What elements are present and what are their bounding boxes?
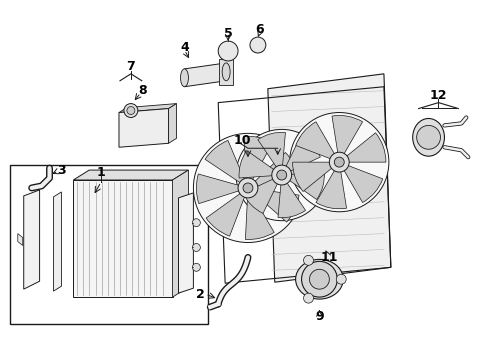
Text: 4: 4: [180, 41, 189, 54]
Wedge shape: [244, 136, 272, 180]
Wedge shape: [206, 193, 245, 236]
Text: 10: 10: [233, 134, 251, 147]
Text: 9: 9: [315, 310, 324, 323]
Text: 6: 6: [256, 23, 264, 36]
Polygon shape: [119, 109, 169, 147]
Text: 1: 1: [97, 166, 105, 179]
Circle shape: [334, 157, 344, 167]
Ellipse shape: [219, 46, 237, 56]
Bar: [10, 165, 208, 324]
Circle shape: [272, 165, 292, 185]
Circle shape: [124, 104, 138, 117]
Ellipse shape: [295, 260, 343, 299]
Polygon shape: [268, 74, 391, 282]
Circle shape: [193, 219, 200, 227]
Wedge shape: [286, 137, 320, 171]
Bar: [219, 59, 233, 85]
Circle shape: [243, 183, 253, 193]
Circle shape: [301, 261, 337, 297]
Wedge shape: [278, 183, 306, 218]
Wedge shape: [332, 116, 363, 154]
Circle shape: [416, 125, 441, 149]
Circle shape: [127, 107, 135, 114]
Wedge shape: [258, 132, 286, 168]
Circle shape: [336, 274, 346, 284]
Polygon shape: [18, 234, 23, 246]
Polygon shape: [119, 104, 176, 113]
Ellipse shape: [180, 69, 189, 87]
Circle shape: [290, 113, 389, 212]
Text: 8: 8: [139, 84, 147, 97]
Circle shape: [303, 255, 314, 265]
Polygon shape: [74, 180, 172, 297]
Circle shape: [250, 37, 266, 53]
Circle shape: [277, 170, 287, 180]
Circle shape: [193, 243, 200, 251]
Wedge shape: [254, 153, 299, 186]
Polygon shape: [169, 104, 176, 143]
Polygon shape: [53, 192, 61, 291]
Wedge shape: [255, 189, 299, 222]
Ellipse shape: [222, 63, 230, 81]
Wedge shape: [343, 165, 383, 203]
Wedge shape: [239, 150, 274, 178]
Circle shape: [329, 152, 349, 172]
Text: 5: 5: [224, 27, 233, 40]
Polygon shape: [172, 170, 189, 297]
Ellipse shape: [252, 46, 264, 53]
Text: 3: 3: [57, 163, 66, 176]
Circle shape: [236, 129, 327, 221]
Polygon shape: [24, 190, 40, 289]
Text: 12: 12: [430, 89, 447, 102]
Ellipse shape: [413, 118, 444, 156]
Wedge shape: [205, 140, 245, 183]
Text: 7: 7: [126, 60, 135, 73]
Polygon shape: [74, 170, 189, 180]
Polygon shape: [178, 193, 194, 293]
Circle shape: [238, 178, 258, 198]
Wedge shape: [196, 174, 240, 204]
Circle shape: [194, 133, 302, 243]
Wedge shape: [243, 179, 278, 213]
Text: 2: 2: [196, 288, 205, 301]
Wedge shape: [245, 195, 274, 239]
Text: 11: 11: [320, 251, 338, 264]
Wedge shape: [316, 170, 346, 209]
Circle shape: [218, 41, 238, 61]
Wedge shape: [293, 162, 332, 192]
Wedge shape: [346, 133, 386, 162]
Circle shape: [310, 269, 329, 289]
Circle shape: [193, 264, 200, 271]
Wedge shape: [289, 172, 324, 199]
Circle shape: [303, 293, 314, 303]
Polygon shape: [184, 63, 226, 87]
Wedge shape: [296, 122, 335, 159]
